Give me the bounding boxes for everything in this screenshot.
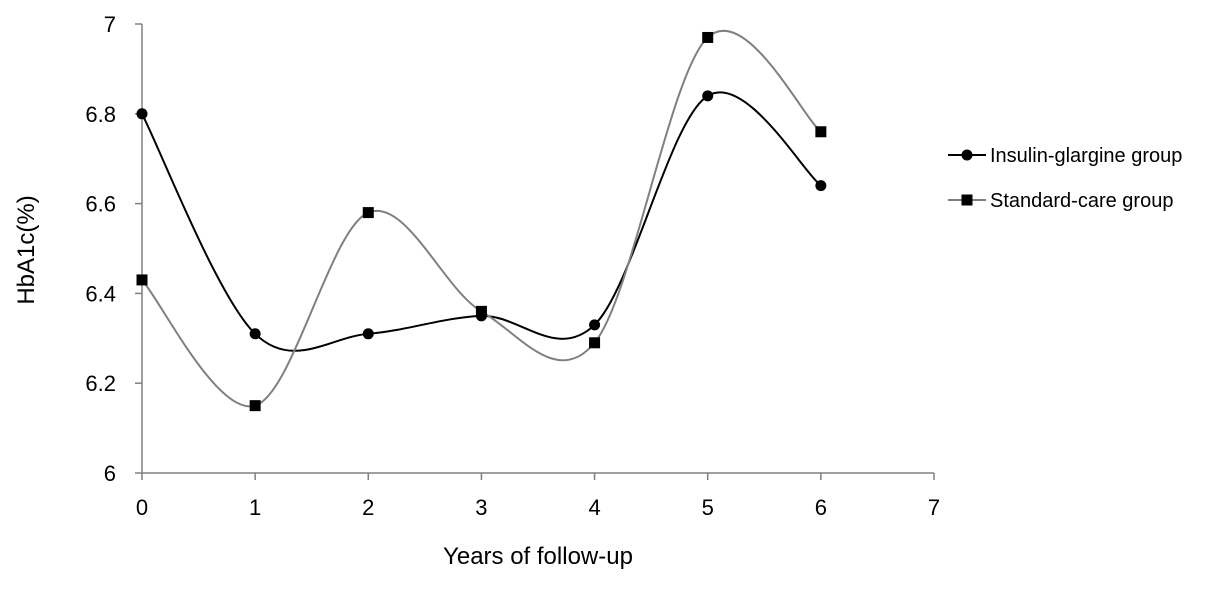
data-point-series-1 bbox=[249, 400, 261, 412]
axes: 6 6.2 6.4 6.6 6.8 7 0 1 2 3 4 5 6 7 bbox=[85, 12, 940, 520]
data-point-series-0 bbox=[702, 90, 714, 102]
x-tick-label: 7 bbox=[928, 495, 940, 520]
legend-label-0: Insulin-glargine group bbox=[990, 145, 1182, 167]
data-point-series-1 bbox=[815, 126, 827, 138]
y-tick-label: 6 bbox=[104, 461, 116, 486]
data-point-series-1 bbox=[362, 207, 374, 219]
x-tick-label: 2 bbox=[362, 495, 374, 520]
x-tick-label: 5 bbox=[702, 495, 714, 520]
x-tick-label: 4 bbox=[588, 495, 600, 520]
series-curves bbox=[141, 29, 822, 408]
y-tick-label: 6.8 bbox=[85, 102, 116, 127]
x-tick-label: 6 bbox=[815, 495, 827, 520]
legend: Insulin-glargine group Standard-care grou… bbox=[948, 145, 1182, 212]
legend-marker-0 bbox=[961, 149, 973, 161]
y-axis-title: HbA1c(%) bbox=[13, 195, 40, 304]
data-point-series-0 bbox=[589, 319, 601, 331]
x-tick-label: 1 bbox=[249, 495, 261, 520]
series-markers bbox=[136, 31, 827, 412]
legend-label-1: Standard-care group bbox=[990, 190, 1173, 212]
x-tick-label: 0 bbox=[136, 495, 148, 520]
data-point-series-0 bbox=[815, 180, 827, 192]
y-tick-label: 6.6 bbox=[85, 192, 116, 217]
legend-marker-1 bbox=[961, 194, 973, 206]
data-point-series-1 bbox=[589, 337, 601, 349]
y-tick-label: 6.4 bbox=[85, 281, 116, 306]
y-tick-label: 6.2 bbox=[85, 371, 116, 396]
x-tick-label: 3 bbox=[475, 495, 487, 520]
series-line-1 bbox=[141, 29, 822, 408]
data-point-series-0 bbox=[136, 108, 148, 120]
data-point-series-1 bbox=[136, 274, 148, 286]
data-point-series-0 bbox=[362, 328, 374, 340]
x-axis-title: Years of follow-up bbox=[443, 543, 633, 570]
y-tick-label: 7 bbox=[104, 12, 116, 37]
data-point-series-1 bbox=[475, 305, 487, 317]
data-point-series-0 bbox=[249, 328, 261, 340]
data-point-series-1 bbox=[702, 31, 714, 43]
